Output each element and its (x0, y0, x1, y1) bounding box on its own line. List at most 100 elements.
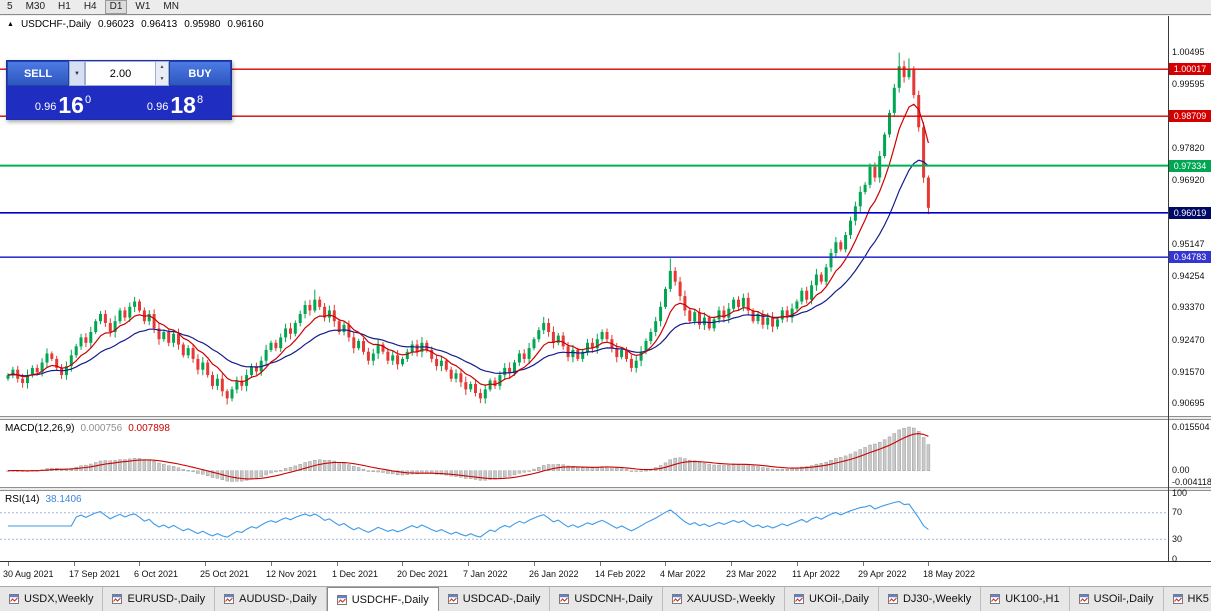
date-tick (8, 562, 9, 566)
chart-tab-label: DJ30-,Weekly (902, 593, 972, 605)
timeframe-button-m30[interactable]: M30 (25, 1, 46, 12)
buy-price[interactable]: 0.96 18 8 (119, 86, 231, 119)
chart-tab-icon (447, 594, 458, 604)
chart-tab-icon (336, 594, 347, 605)
chart-tab-audusd-daily[interactable]: AUDUSD-,Daily (215, 587, 327, 611)
timeframe-button-d1[interactable]: D1 (104, 0, 128, 14)
date-tick (139, 562, 140, 566)
chart-window: 1.00495 0.99595 0.97820 0.96920 0.95147 0.942… (0, 16, 1211, 586)
chart-tab-usdx-weekly[interactable]: USDX,Weekly (0, 587, 104, 611)
date-tick (205, 562, 206, 566)
sell-price-prefix: 0.96 (34, 101, 57, 113)
price-line-badge: 0.94783 (1169, 251, 1211, 264)
timeframe-button-5[interactable]: 5 (7, 1, 13, 12)
buy-price-prefix: 0.96 (146, 101, 169, 113)
price-line-badge: 1.00017 (1169, 63, 1211, 76)
price-line-badge: 0.96019 (1169, 206, 1211, 219)
trade-prices-row: 0.96 16 0 0.96 18 8 (7, 86, 231, 119)
chart-tab-hk5[interactable]: HK5 (1164, 587, 1211, 611)
rsi-value: 38.1406 (45, 494, 82, 505)
chart-symbol-label: USDCHF-,Daily (20, 19, 91, 30)
date-label: 26 Jan 2022 (529, 569, 579, 579)
chart-tab-label: AUDUSD-,Daily (239, 593, 317, 605)
price-axis-tick: 1.00495 (1172, 46, 1205, 57)
chart-tab-label: USDCNH-,Daily (574, 593, 653, 605)
chart-tab-label: HK5 (1187, 593, 1209, 605)
volume-spinner: ▲ ▼ (156, 61, 169, 86)
ohlc-close-value: 0.96160 (227, 19, 264, 30)
ohlc-high-value: 0.96413 (141, 19, 178, 30)
chart-tab-usoil-daily[interactable]: USOil-,Daily (1070, 587, 1164, 611)
chart-tab-label: USDCHF-,Daily (351, 593, 429, 606)
ohlc-marker-icon: ▲ (7, 21, 14, 28)
date-label: 14 Feb 2022 (595, 569, 646, 579)
rsi-indicator-label: RSI(14) 38.1406 (5, 494, 82, 505)
rsi-axis-tick: 70 (1172, 507, 1183, 518)
chart-tab-icon (559, 594, 570, 604)
price-line-badge: 0.98709 (1169, 110, 1211, 123)
date-tick (928, 562, 929, 566)
price-axis-tick: 0.96920 (1172, 174, 1205, 185)
buy-button[interactable]: BUY (169, 61, 231, 86)
date-tick (731, 562, 732, 566)
chart-tab-xauusd-weekly[interactable]: XAUUSD-,Weekly (663, 587, 786, 611)
date-tick (863, 562, 864, 566)
date-label: 12 Nov 2021 (266, 569, 318, 579)
buy-price-big: 18 (170, 92, 196, 118)
macd-axis-tick: -0.004118 (1172, 476, 1211, 487)
timeframe-button-mn[interactable]: MN (163, 1, 179, 12)
price-axis[interactable]: 1.00495 0.99595 0.97820 0.96920 0.95147 0.942… (1169, 16, 1211, 564)
chart-tab-label: USDCAD-,Daily (462, 593, 541, 605)
price-axis-tick: 0.90695 (1172, 398, 1205, 409)
date-label: 1 Dec 2021 (332, 569, 379, 579)
macd-axis-tick: 0.015504 (1172, 422, 1210, 433)
price-axis-tick: 0.97820 (1172, 142, 1205, 153)
trade-settings-dropdown[interactable]: ▼ (69, 61, 85, 86)
buy-price-sup: 8 (196, 94, 204, 106)
rsi-name: RSI(14) (5, 494, 40, 505)
chart-tab-usdcnh-daily[interactable]: USDCNH-,Daily (550, 587, 663, 611)
chart-tab-ukoil-daily[interactable]: UKOil-,Daily (785, 587, 879, 611)
price-axis-tick: 0.95147 (1172, 238, 1205, 249)
volume-decrease-button[interactable]: ▼ (159, 75, 165, 82)
chart-tab-usdchf-daily[interactable]: USDCHF-,Daily (326, 587, 439, 611)
macd-axis-tick: 0.00 (1172, 465, 1190, 476)
macd-name: MACD(12,26,9) (5, 423, 75, 434)
timeframe-button-h1[interactable]: H1 (58, 1, 71, 12)
macd-main-value: 0.000756 (80, 423, 123, 434)
time-axis[interactable]: 30 Aug 2021 17 Sep 2021 6 Oct 2021 25 Oct 2… (0, 561, 1211, 586)
date-label: 30 Aug 2021 (3, 569, 54, 579)
chart-tab-icon (224, 594, 235, 604)
chart-tab-label: UK100-,H1 (1005, 593, 1060, 605)
chart-tab-uk100-h1[interactable]: UK100-,H1 (981, 587, 1070, 611)
date-tick (271, 562, 272, 566)
date-tick (74, 562, 75, 566)
timeframe-button-w1[interactable]: W1 (135, 1, 151, 12)
chart-tab-label: USOil-,Daily (1093, 593, 1154, 605)
timeframe-button-h4[interactable]: H4 (83, 1, 97, 12)
date-label: 11 Apr 2022 (792, 569, 840, 579)
sell-button[interactable]: SELL (7, 61, 69, 86)
chart-tab-icon (671, 594, 682, 604)
date-label: 7 Jan 2022 (463, 569, 508, 579)
chart-tab-icon (1172, 594, 1183, 604)
sell-price-big: 16 (58, 92, 84, 118)
chart-tab-label: USDX,Weekly (24, 593, 94, 605)
chart-tab-dj30-weekly[interactable]: DJ30-,Weekly (879, 587, 982, 611)
macd-signal-value: 0.007898 (128, 423, 170, 434)
chart-tabs-bar: USDX,Weekly EURUSD-,Daily AUDUSD-,Daily USD… (0, 586, 1211, 611)
price-chart-canvas[interactable] (0, 16, 1211, 561)
sell-price[interactable]: 0.96 16 0 (7, 86, 119, 119)
chart-tab-usdcad-daily[interactable]: USDCAD-,Daily (439, 587, 551, 611)
volume-input[interactable] (86, 62, 155, 85)
chart-tab-eurusd-daily[interactable]: EURUSD-,Daily (103, 587, 216, 611)
volume-increase-button[interactable]: ▲ (159, 64, 165, 71)
date-tick (600, 562, 601, 566)
date-label: 18 May 2022 (923, 569, 976, 579)
date-tick (534, 562, 535, 566)
chart-tab-icon (9, 594, 19, 604)
chart-tab-icon (887, 594, 898, 604)
date-label: 23 Mar 2022 (726, 569, 777, 579)
price-axis-tick: 0.93370 (1172, 302, 1205, 313)
